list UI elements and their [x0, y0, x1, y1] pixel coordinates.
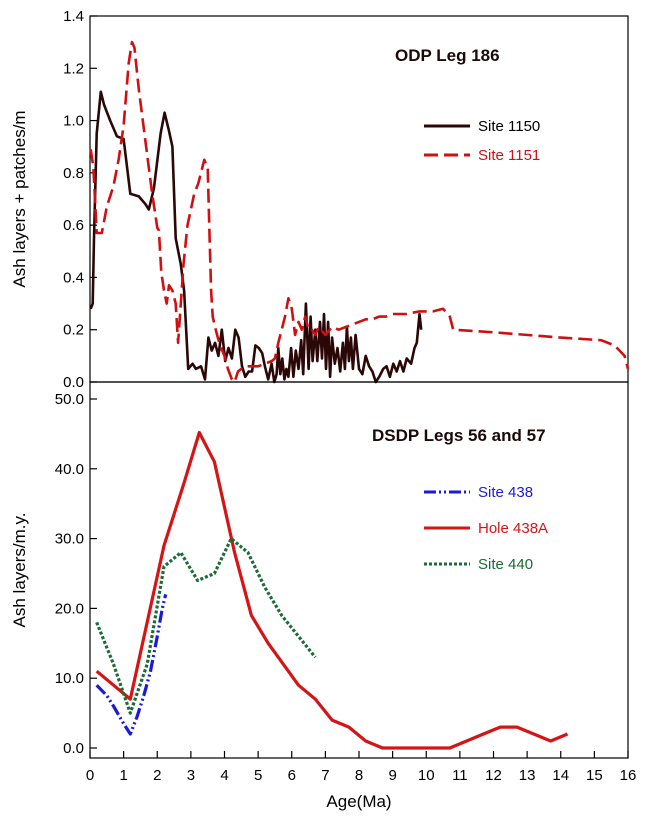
- x-tick-label: 2: [153, 767, 161, 784]
- series-line-site-440: [95, 537, 317, 715]
- bottom-y-axis-ticks: 0.0 10.0 20.0 30.0 40.0 50.0: [55, 391, 97, 757]
- legend-label-site-1150: Site 1150: [478, 118, 540, 135]
- y-tick-label: 50.0: [55, 391, 84, 408]
- y-tick-label: 40.0: [55, 461, 84, 478]
- bottom-series-layer: [95, 430, 569, 750]
- x-tick-label: 7: [321, 767, 329, 784]
- y-tick-label: 20.0: [55, 600, 84, 617]
- legend-label-site-1151: Site 1151: [478, 147, 540, 164]
- x-tick-label: 1: [119, 767, 127, 784]
- top-series-layer: [89, 40, 630, 384]
- top-panel: 0.0 0.2 0.4 0.6 0.8 1.0 1.2 1.4 ODP Leg 186 Ash…: [10, 8, 630, 391]
- bottom-y-axis-label: Ash layers/m.y.: [10, 513, 29, 628]
- series-line-hole-438a: [95, 430, 569, 750]
- y-tick-label: 0.2: [63, 322, 84, 339]
- top-legend: Site 1150 Site 1151: [424, 118, 540, 164]
- bottom-legend: Site 438 Hole 438A Site 440: [424, 484, 548, 573]
- top-panel-title: ODP Leg 186: [395, 46, 500, 65]
- legend-label-site-438: Site 438: [478, 484, 533, 501]
- x-tick-label: 14: [552, 767, 569, 784]
- y-tick-label: 0.0: [63, 740, 84, 757]
- top-y-axis-label: Ash layers + patches/m: [10, 110, 29, 287]
- top-plot-frame: [89, 15, 629, 383]
- x-axis-label: Age(Ma): [326, 792, 391, 811]
- y-tick-label: 0.8: [63, 165, 84, 182]
- x-tick-label: 16: [620, 767, 637, 784]
- y-tick-label: 1.2: [63, 60, 84, 77]
- x-axis-ticks: 0 1 2 3 4 5 6 7 8 9 10 11 12 13 14 15 16: [86, 751, 637, 784]
- x-tick-label: 13: [519, 767, 536, 784]
- x-tick-label: 0: [86, 767, 94, 784]
- series-line-site-1150: [89, 90, 423, 384]
- bottom-panel-title: DSDP Legs 56 and 57: [372, 426, 546, 445]
- legend-label-hole-438a: Hole 438A: [478, 520, 548, 537]
- series-line-site-438: [95, 594, 168, 736]
- bottom-plot-frame: [89, 381, 629, 759]
- x-tick-label: 3: [187, 767, 195, 784]
- series-line-site-1151: [89, 40, 630, 384]
- y-tick-label: 0.0: [63, 374, 84, 391]
- y-tick-label: 1.4: [63, 8, 84, 25]
- x-tick-label: 11: [452, 767, 468, 784]
- x-tick-label: 10: [418, 767, 435, 784]
- legend-label-site-440: Site 440: [478, 556, 533, 573]
- y-tick-label: 0.6: [63, 217, 84, 234]
- x-tick-label: 9: [388, 767, 396, 784]
- y-tick-label: 1.0: [63, 113, 84, 130]
- y-tick-label: 10.0: [55, 670, 84, 687]
- x-tick-label: 4: [220, 767, 228, 784]
- top-y-axis-ticks: 0.0 0.2 0.4 0.6 0.8 1.0 1.2 1.4: [63, 8, 97, 391]
- x-tick-label: 5: [254, 767, 262, 784]
- x-tick-label: 12: [485, 767, 502, 784]
- y-tick-label: 0.4: [63, 269, 84, 286]
- x-tick-label: 15: [586, 767, 603, 784]
- x-tick-label: 6: [288, 767, 296, 784]
- y-tick-label: 30.0: [55, 531, 84, 548]
- x-tick-label: 8: [355, 767, 363, 784]
- bottom-panel: 0.010.020.030.040.050.0 0 1 2 3 4 5 6 7 8 9 10 11 12…: [10, 381, 637, 811]
